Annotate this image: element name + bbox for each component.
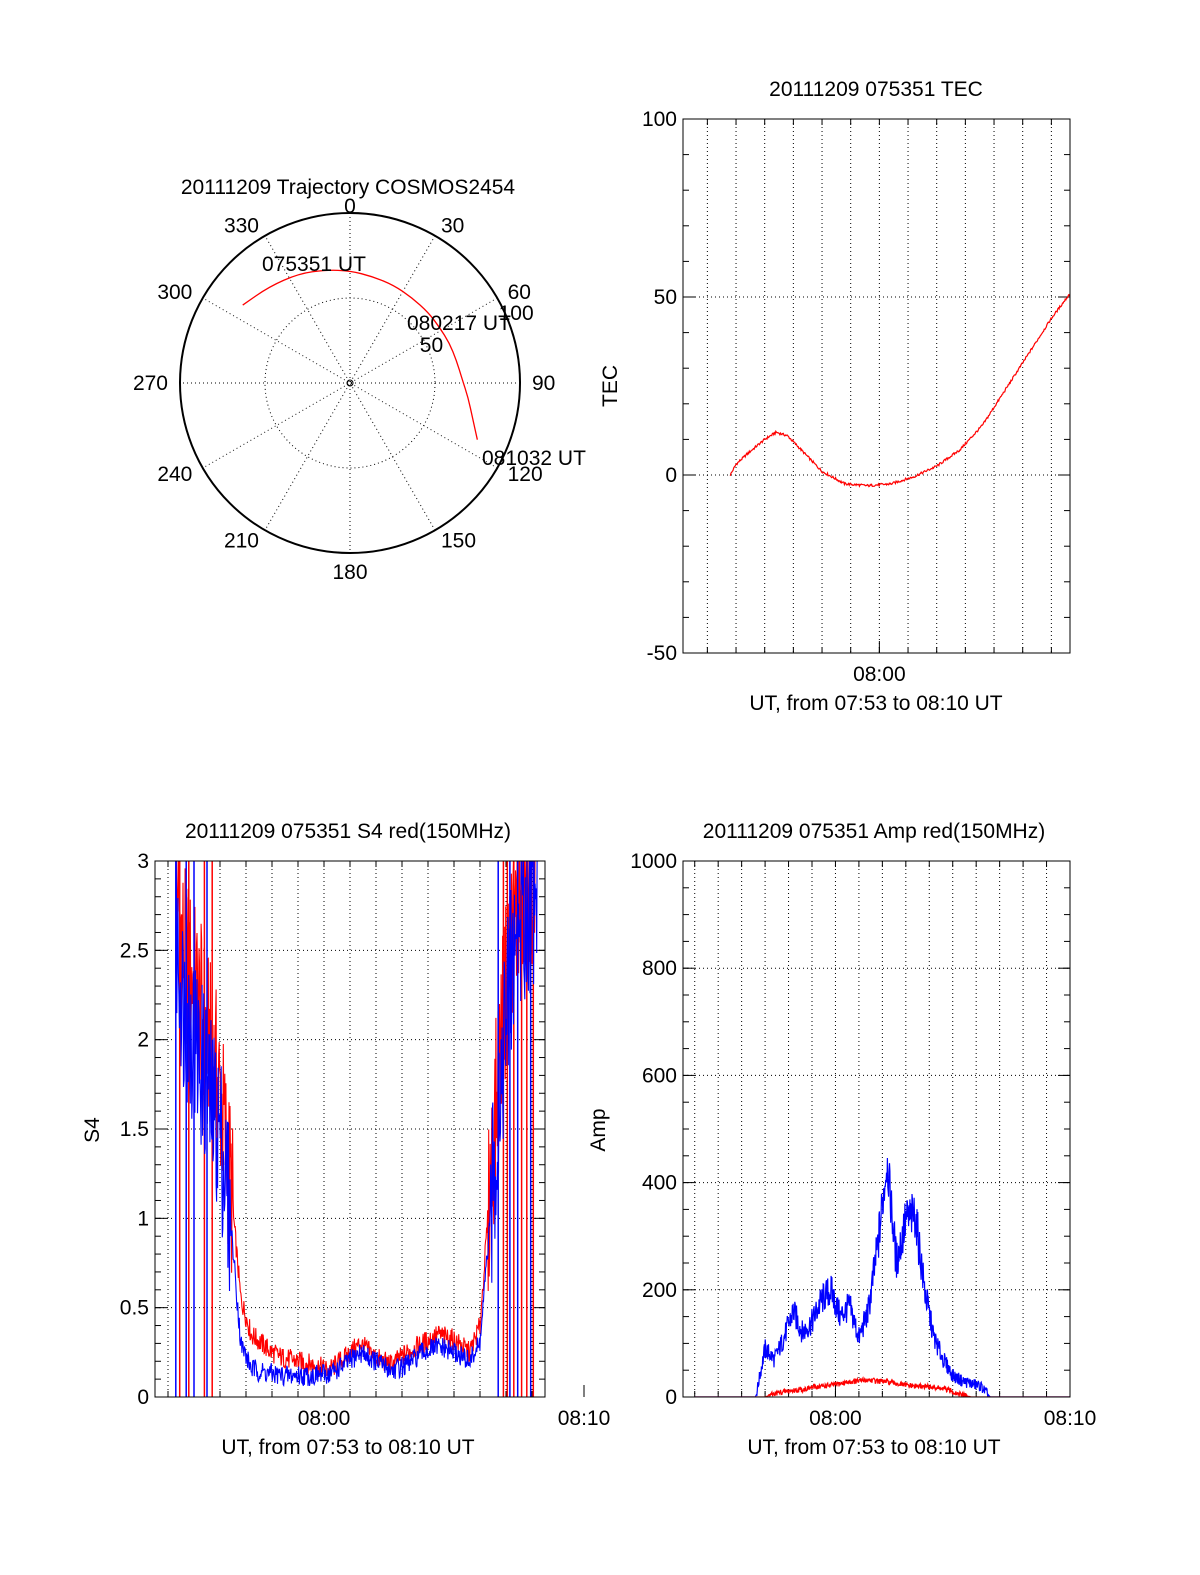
polar-spoke-150 bbox=[264, 235, 436, 531]
polar-azimuth-label: 0 bbox=[344, 195, 356, 218]
y-tick-label: -50 bbox=[647, 642, 677, 665]
tec-plot: -50 0 50 100 08:00 bbox=[642, 108, 1071, 686]
amp-title: 20111209 075351 Amp red(150MHz) bbox=[703, 820, 1045, 843]
y-tick-label: 1000 bbox=[630, 850, 677, 873]
polar-annotation: 075351 UT bbox=[262, 253, 366, 276]
series-line bbox=[694, 1157, 1070, 1397]
series-group bbox=[175, 861, 538, 1397]
polar-spoke-30 bbox=[264, 235, 436, 531]
series-group bbox=[729, 293, 1070, 488]
polar-azimuth-label: 300 bbox=[157, 281, 192, 304]
y-tick-label: 2.5 bbox=[120, 939, 149, 962]
s4-panel: 20111209 075351 S4 red(150MHz) 0 0.5 1 1.5 2… bbox=[81, 820, 611, 1459]
polar-azimuth-label: 120 bbox=[508, 463, 543, 486]
polar-panel: 20111209 Trajectory COSMOS2454 0 30 60 90 12… bbox=[133, 176, 586, 584]
y-tick-label: 1.5 bbox=[120, 1118, 149, 1141]
polar-plot: 0 30 60 90 120 150 180 210 240 270 300 330 50 100 0753… bbox=[133, 195, 586, 584]
s4-ylabel: S4 bbox=[81, 1117, 104, 1143]
polar-ring-label: 50 bbox=[420, 334, 443, 357]
x-tick-label: 08:00 bbox=[853, 663, 906, 686]
plot-frame bbox=[154, 860, 546, 1398]
polar-azimuth-label: 150 bbox=[441, 530, 476, 553]
polar-azimuth-label: 240 bbox=[157, 463, 192, 486]
series-line bbox=[175, 861, 538, 1388]
series-line bbox=[694, 1376, 1070, 1397]
tec-title: 20111209 075351 TEC bbox=[769, 78, 983, 101]
polar-azimuth-label: 330 bbox=[224, 214, 259, 237]
polar-azimuth-label: 210 bbox=[224, 530, 259, 553]
polar-ring-label: 100 bbox=[499, 302, 534, 325]
series-line bbox=[729, 293, 1070, 488]
x-tick-label: 08:00 bbox=[298, 1407, 351, 1430]
polar-azimuth-label: 60 bbox=[508, 281, 531, 304]
tec-panel: 20111209 075351 TEC -50 0 50 100 08:00 UT, f… bbox=[599, 78, 1071, 715]
s4-xlabel: UT, from 07:53 to 08:10 UT bbox=[221, 1436, 474, 1459]
polar-spoke-60 bbox=[202, 297, 498, 469]
polar-annotation: 080217 UT bbox=[407, 312, 511, 335]
y-tick-label: 1 bbox=[137, 1207, 149, 1230]
polar-azimuth-label: 270 bbox=[133, 372, 168, 395]
polar-azimuth-label: 180 bbox=[332, 561, 367, 584]
tec-ylabel: TEC bbox=[599, 365, 622, 407]
plot-frame bbox=[682, 860, 1071, 1398]
x-tick-label: 08:10 bbox=[558, 1407, 611, 1430]
series-group bbox=[694, 1157, 1070, 1397]
y-tick-label: 50 bbox=[654, 286, 677, 309]
amp-ylabel: Amp bbox=[587, 1108, 610, 1151]
x-tick-label: 08:10 bbox=[1044, 1407, 1097, 1430]
y-tick-label: 100 bbox=[642, 108, 677, 131]
plot-frame bbox=[682, 118, 1071, 654]
y-tick-label: 600 bbox=[642, 1064, 677, 1087]
amp-plot: 0 200 400 600 800 1000 08:00 08:10 bbox=[630, 850, 1096, 1430]
polar-trajectory bbox=[242, 269, 478, 440]
y-tick-label: 0.5 bbox=[120, 1297, 149, 1320]
s4-title: 20111209 075351 S4 red(150MHz) bbox=[185, 820, 511, 843]
polar-azimuth-label: 30 bbox=[441, 214, 464, 237]
y-tick-label: 800 bbox=[642, 957, 677, 980]
y-tick-label: 2 bbox=[137, 1029, 149, 1052]
y-tick-label: 0 bbox=[137, 1386, 149, 1409]
y-tick-label: 400 bbox=[642, 1172, 677, 1195]
x-tick-label: 08:00 bbox=[809, 1407, 862, 1430]
y-tick-label: 0 bbox=[665, 464, 677, 487]
amp-xlabel: UT, from 07:53 to 08:10 UT bbox=[747, 1436, 1000, 1459]
tec-xlabel: UT, from 07:53 to 08:10 UT bbox=[749, 692, 1002, 715]
y-tick-label: 200 bbox=[642, 1279, 677, 1302]
series-line bbox=[175, 861, 536, 1377]
amp-panel: 20111209 075351 Amp red(150MHz) 0 200 400 6… bbox=[587, 820, 1096, 1459]
polar-spoke-120 bbox=[202, 297, 498, 469]
y-tick-label: 0 bbox=[665, 1386, 677, 1409]
s4-plot: 0 0.5 1 1.5 2 2.5 3 08:00 08:10 bbox=[120, 850, 611, 1430]
polar-annotation: 081032 UT bbox=[482, 447, 586, 470]
polar-title: 20111209 Trajectory COSMOS2454 bbox=[181, 176, 516, 199]
polar-azimuth-label: 90 bbox=[532, 372, 555, 395]
y-tick-label: 3 bbox=[137, 850, 149, 873]
